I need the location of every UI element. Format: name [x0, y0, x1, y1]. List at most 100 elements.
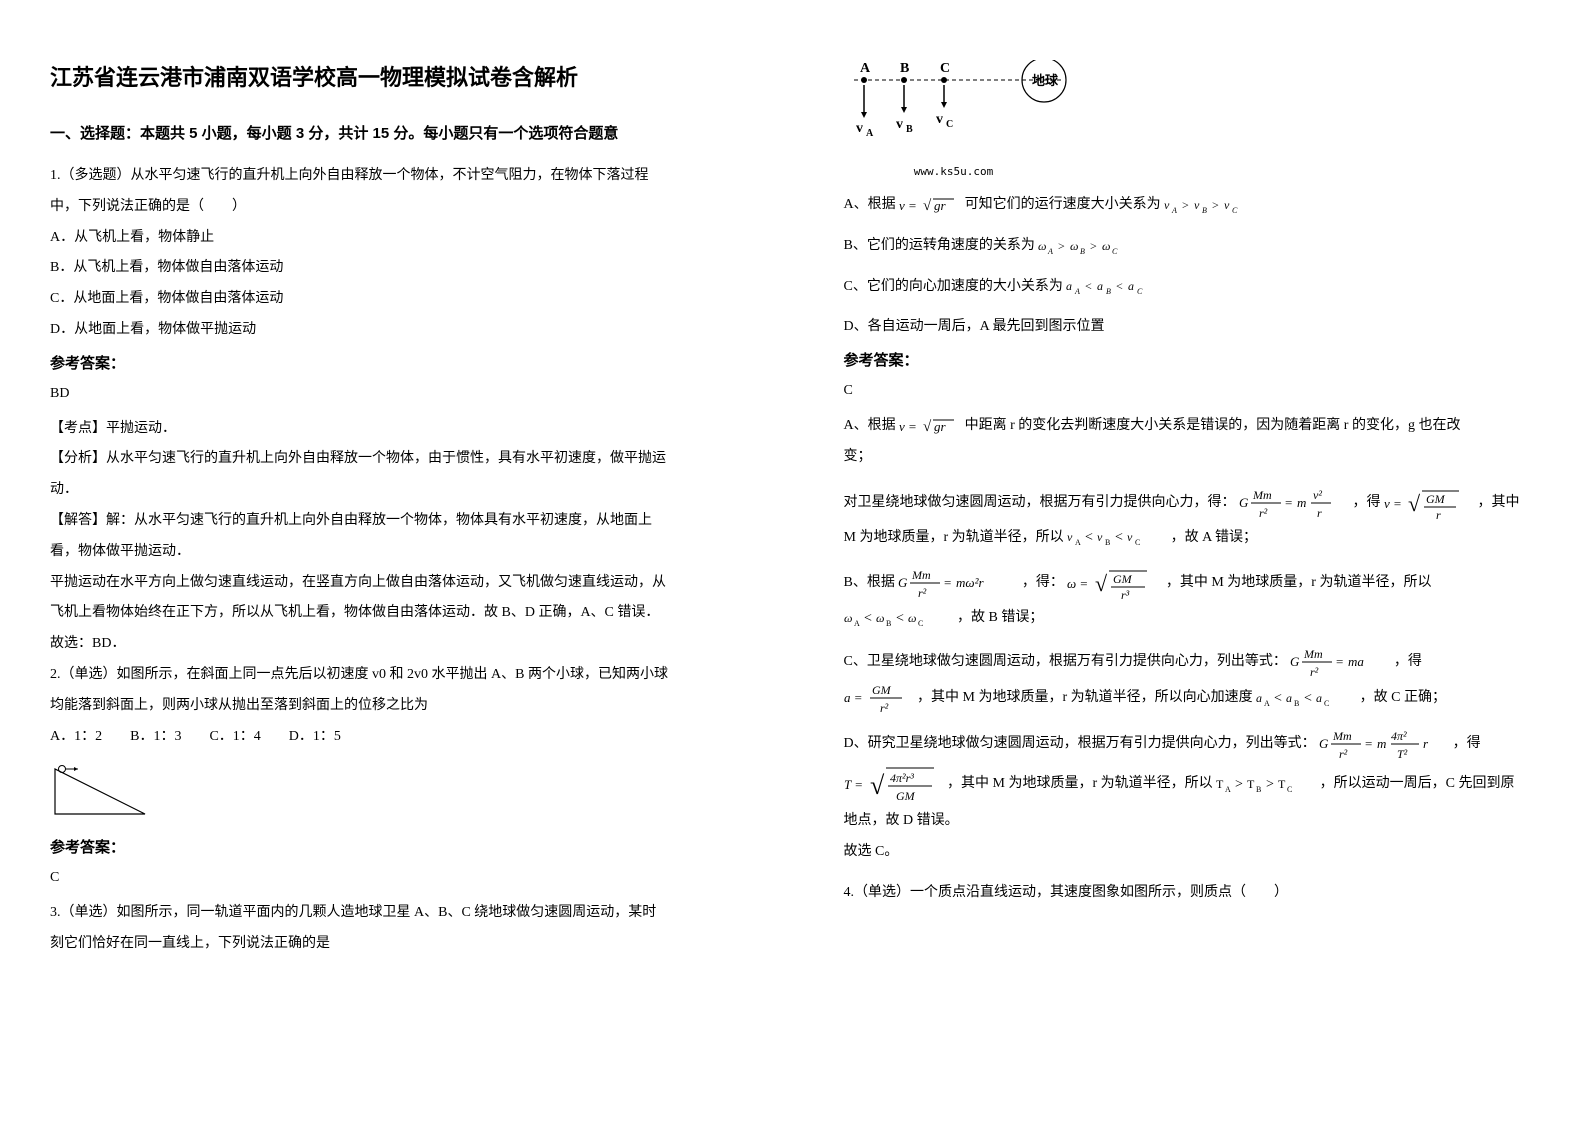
svg-text:ω: ω: [844, 611, 852, 625]
label-b: B: [900, 61, 909, 76]
q3-aB-line1: B、根据 G Mm r² = mω²r ，得： ω = √ GM r³ ，其中 …: [844, 563, 1538, 603]
svg-text:a: a: [1256, 691, 1262, 705]
formula-a-abc: aA < aB < aC: [1066, 277, 1176, 295]
svg-text:B: B: [1105, 538, 1110, 546]
svg-text:GM: GM: [1113, 572, 1133, 586]
q3-aA-pre: A、根据: [844, 418, 896, 433]
svg-text:ω: ω: [876, 611, 884, 625]
q3-aD3-pre: ，其中 M 为地球质量，r 为轨道半径，所以: [947, 776, 1213, 791]
svg-text:v =: v =: [899, 419, 917, 434]
formula-aa-lt-ab-lt-ac: aA < aB < aC: [1256, 689, 1356, 707]
svg-text:A: A: [1047, 247, 1053, 255]
svg-text:r²: r²: [1339, 747, 1348, 761]
svg-text:B: B: [1080, 247, 1085, 255]
q3-aS3: ，其中: [1478, 495, 1520, 510]
q1-analysis-4: 【解答】解：从水平匀速飞行的直升机上向外自由释放一个物体，物体具有水平初速度，从…: [50, 506, 744, 537]
svg-text:>: >: [1090, 239, 1097, 253]
svg-text:<: <: [1116, 279, 1123, 293]
q3-aD3-post: ，所以运动一周后，C 先回到原: [1320, 776, 1515, 791]
q3-answer-head: 参考答案：: [844, 349, 1538, 370]
svg-text:v: v: [1164, 198, 1170, 212]
svg-text:gr: gr: [934, 419, 947, 434]
svg-text:C: C: [918, 619, 923, 627]
right-column: A B C 地球 vA vB vC www.ks5u.com A、根据 v = …: [794, 0, 1587, 1122]
svg-text:ma: ma: [1348, 654, 1364, 669]
svg-text:C: C: [1112, 247, 1118, 255]
svg-text:√: √: [923, 419, 932, 435]
svg-text:G: G: [898, 575, 908, 590]
q1-option-a: A．从飞机上看，物体静止: [50, 223, 744, 254]
q3-sat-line2: M 为地球质量，r 为轨道半径，所以 vA < vB < vC ，故 A 错误；: [844, 523, 1538, 554]
svg-text:G: G: [1319, 736, 1329, 751]
svg-text:ω: ω: [1102, 239, 1110, 253]
label-c: C: [940, 61, 950, 76]
svg-text:√: √: [1095, 571, 1108, 596]
q1-analysis-8: 故选：BD．: [50, 629, 744, 660]
svg-text:<: <: [1304, 691, 1312, 706]
diagram-url: www.ks5u.com: [864, 165, 1044, 178]
svg-text:v²: v²: [1313, 488, 1322, 502]
svg-text:a: a: [1097, 279, 1103, 293]
formula-gmm-r2-mv2r: G Mm r² = m v² r: [1239, 485, 1349, 521]
formula-a-gm-r2: a = GM r²: [844, 680, 914, 716]
svg-text:GM: GM: [872, 683, 892, 697]
svg-text:v: v: [896, 117, 903, 132]
svg-text:C: C: [1135, 538, 1140, 546]
formula-gmm-r2-ma: G Mm r² = ma: [1290, 644, 1390, 680]
svg-text:<: <: [864, 611, 872, 626]
q1-option-c: C．从地面上看，物体做自由落体运动: [50, 284, 744, 315]
svg-text:r²: r²: [918, 586, 927, 600]
svg-text:v =: v =: [1384, 496, 1402, 511]
svg-text:m: m: [1297, 495, 1306, 510]
svg-text:T =: T =: [844, 777, 863, 792]
svg-text:r³: r³: [1121, 588, 1130, 602]
formula-va-lt-vb-lt-vc: vA < vB < vC: [1067, 528, 1167, 546]
q3-optA-pre: A、根据: [844, 197, 896, 212]
q3-aC1: C、卫星绕地球做匀速圆周运动，根据万有引力提供向心力，列出等式：: [844, 654, 1287, 669]
svg-text:>: >: [1058, 239, 1065, 253]
q3-aS4-post: ，故 A 错误；: [1171, 530, 1257, 545]
svg-text:m: m: [1377, 736, 1386, 751]
q3-stem-line2: 刻它们恰好在同一直线上，下列说法正确的是: [50, 929, 744, 960]
q3-aB4: ，故 B 错误；: [957, 610, 1043, 625]
svg-text:G: G: [1290, 654, 1300, 669]
q3-aS2: ，得: [1353, 495, 1381, 510]
formula-gmm-r2-4pi2t2r: G Mm r² = m 4π² T² r: [1319, 726, 1449, 762]
q3-optA-post: 可知它们的运行速度大小关系为: [965, 197, 1161, 212]
q3-aS4-pre: M 为地球质量，r 为轨道半径，所以: [844, 530, 1064, 545]
label-a: A: [860, 61, 871, 76]
svg-text:>: >: [1235, 777, 1243, 792]
svg-text:B: B: [906, 124, 913, 135]
svg-text:a =: a =: [844, 690, 863, 705]
q3-aA-line1: A、根据 v = √ gr 中距离 r 的变化去判断速度大小关系是错误的，因为随…: [844, 411, 1538, 442]
svg-text:<: <: [1085, 530, 1093, 545]
q3-aC3-pre: ，其中 M 为地球质量，r 为轨道半径，所以向心加速度: [917, 690, 1253, 705]
q1-analysis-6: 平抛运动在水平方向上做匀速直线运动，在竖直方向上做自由落体运动，又飞机做匀速直线…: [50, 568, 744, 599]
svg-text:B: B: [1106, 287, 1111, 295]
svg-text:mω²r: mω²r: [956, 575, 984, 590]
q3-final: 故选 C。: [844, 837, 1538, 868]
formula-ta-tb-tc: TA > TB > TC: [1216, 775, 1316, 793]
q3-stem-line1: 3.（单选）如图所示，同一轨道平面内的几颗人造地球卫星 A、B、C 绕地球做匀速…: [50, 898, 744, 929]
q3-aB2: ，得：: [1022, 576, 1064, 591]
formula-v-sqrt-gr-2: v = √ gr: [899, 415, 961, 437]
svg-text:4π²r³: 4π²r³: [890, 771, 914, 785]
svg-text:=: =: [1336, 654, 1343, 669]
q2-answer: C: [50, 863, 744, 894]
q2-stem-line2: 均能落到斜面上，则两小球从抛出至落到斜面上的位移之比为: [50, 691, 744, 722]
svg-text:√: √: [870, 771, 885, 800]
formula-w-sqrt-gm-r3: ω = √ GM r³: [1067, 563, 1162, 603]
q3-aD-line1: D、研究卫星绕地球做匀速圆周运动，根据万有引力提供向心力，列出等式： G Mm …: [844, 726, 1538, 762]
svg-text:v: v: [936, 112, 943, 127]
q1-stem-line1: 1.（多选题）从水平匀速飞行的直升机上向外自由释放一个物体，不计空气阻力，在物体…: [50, 161, 744, 192]
formula-t-sqrt-4pi2r3-gm: T = √ 4π²r³ GM: [844, 762, 944, 806]
q3-aB3: ，其中 M 为地球质量，r 为轨道半径，所以: [1166, 576, 1432, 591]
q3-option-b: B、它们的运转角速度的关系为 ωA > ωB > ωC: [844, 231, 1538, 262]
svg-text:B: B: [886, 619, 891, 627]
q3-aC3-post: ，故 C 正确；: [1360, 690, 1446, 705]
q2-triangle-diagram: [50, 764, 744, 824]
q1-analysis-7: 飞机上看物体始终在正下方，所以从飞机上看，物体做自由落体运动．故 B、D 正确，…: [50, 598, 744, 629]
svg-text:=: =: [1365, 736, 1372, 751]
svg-text:Mm: Mm: [1252, 488, 1272, 502]
svg-text:B: B: [1294, 699, 1299, 707]
